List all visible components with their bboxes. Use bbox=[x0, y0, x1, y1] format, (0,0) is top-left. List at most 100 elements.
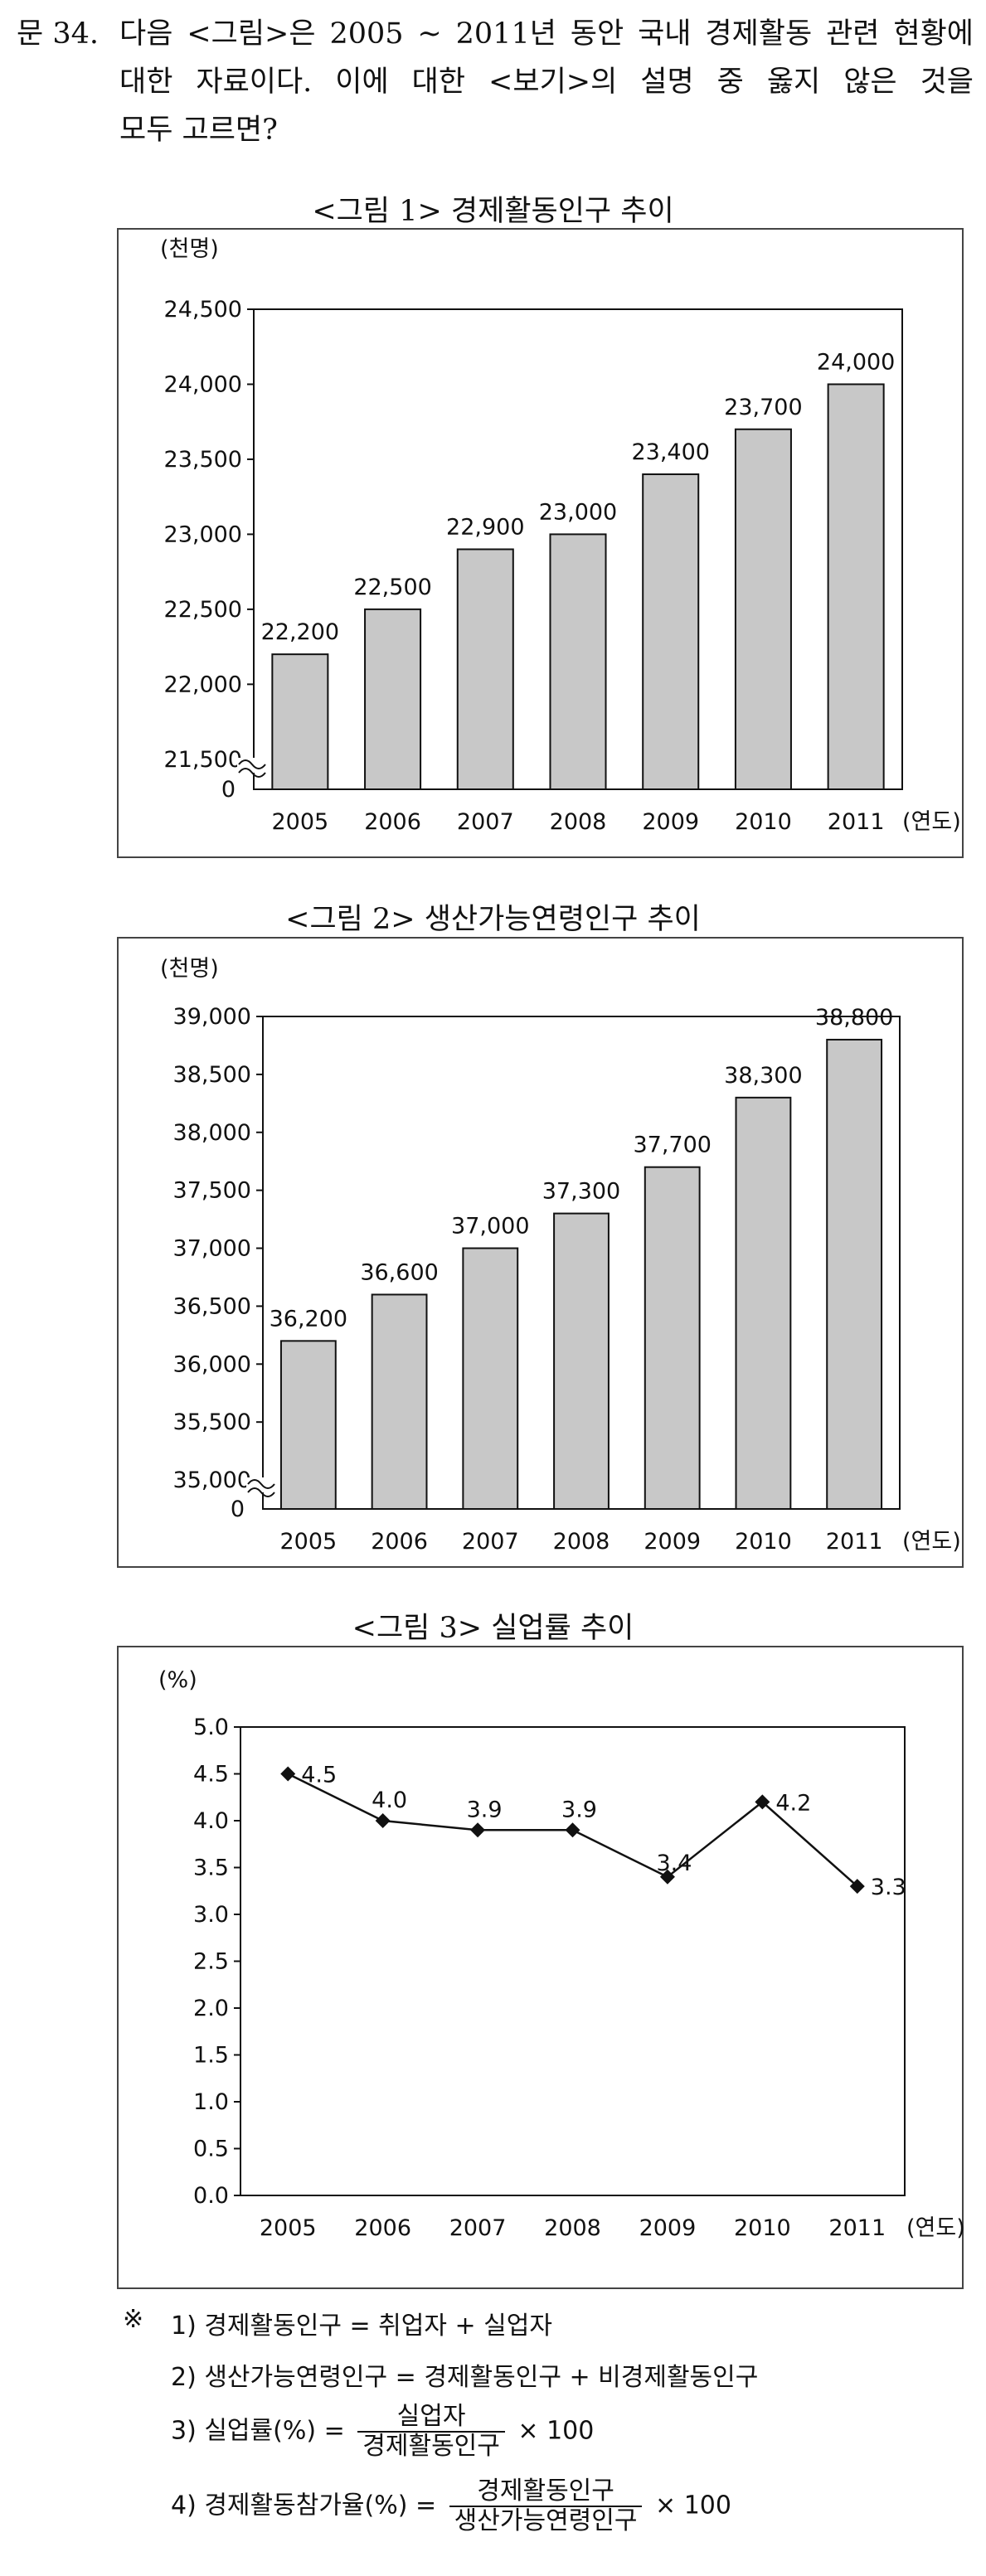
note-4-tail: × 100 bbox=[655, 2491, 731, 2520]
y-tick-label: 0.5 bbox=[193, 2137, 229, 2162]
data-label: 22,900 bbox=[446, 515, 524, 541]
y-tick-label: 1.5 bbox=[193, 2043, 229, 2069]
bar bbox=[549, 533, 607, 790]
data-point bbox=[375, 1813, 391, 1828]
axis-break-mark bbox=[247, 1487, 275, 1497]
data-label: 36,200 bbox=[270, 1306, 347, 1332]
y-tick-label: 23,500 bbox=[164, 447, 242, 473]
y-zero-label: 0 bbox=[231, 1497, 245, 1522]
y-tick-label: 3.5 bbox=[193, 1856, 229, 1881]
y-tick-label: 37,500 bbox=[173, 1178, 251, 1204]
y-tick-label: 39,000 bbox=[173, 1004, 251, 1030]
x-tick-label: 2010 bbox=[734, 2215, 791, 2241]
data-point bbox=[280, 1766, 296, 1782]
bar bbox=[827, 383, 885, 790]
bar bbox=[642, 473, 700, 790]
x-tick-label: 2008 bbox=[544, 2215, 601, 2241]
x-tick-label: 2006 bbox=[371, 1529, 428, 1555]
note-4-denominator: 생산가능연령인구 bbox=[454, 2506, 638, 2535]
figure-1-title: <그림 1> 경제활동인구 추이 bbox=[312, 195, 674, 228]
x-tick-label: 2010 bbox=[735, 809, 792, 835]
data-label: 4.2 bbox=[775, 1790, 811, 1816]
bar bbox=[553, 1212, 610, 1510]
y-axis-unit: (%) bbox=[158, 1667, 197, 1693]
x-tick-label: 2007 bbox=[457, 809, 514, 835]
x-tick-label: 2011 bbox=[828, 809, 885, 835]
data-label: 4.0 bbox=[372, 1788, 407, 1813]
figure-3-chart: (%) 0.0 0.5 1.0 1.5 2.0 2.5 3.0 3.5 4.0 4.5 5.0 2005… bbox=[158, 1667, 965, 2241]
question-number: 문 34. bbox=[17, 17, 99, 51]
y-axis-unit: (천명) bbox=[160, 236, 219, 262]
x-tick-label: 2011 bbox=[826, 1529, 883, 1555]
note-4: 4) 경제활동참가율(%) = 경제활동인구 생산가능연령인구 × 100 bbox=[171, 2477, 731, 2535]
figure-3-title: <그림 3> 실업률 추이 bbox=[352, 1612, 634, 1645]
y-tick-label: 2.5 bbox=[193, 1949, 229, 1975]
data-point bbox=[755, 1794, 770, 1810]
figure-1-box: (천명) 21,500 22,000 22,500 23,000 23,500 24,000… bbox=[117, 228, 964, 858]
data-point bbox=[849, 1879, 865, 1894]
note-3-fraction: 실업자 경제활동인구 bbox=[357, 2403, 505, 2461]
data-label: 38,300 bbox=[724, 1063, 802, 1089]
question-body: 다음 <그림>은 2005 ~ 2011년 동안 국내 경제활동 관련 현황에 … bbox=[119, 10, 974, 154]
data-label: 3.3 bbox=[871, 1875, 906, 1900]
x-tick-label: 2009 bbox=[642, 809, 699, 835]
data-label: 24,000 bbox=[817, 349, 895, 375]
y-tick-label: 38,500 bbox=[173, 1062, 251, 1088]
y-tick-label: 24,500 bbox=[164, 297, 242, 323]
note-1: 1) 경제활동인구 = 취업자 + 실업자 bbox=[171, 2312, 552, 2341]
y-tick-label: 4.5 bbox=[193, 1762, 229, 1788]
y-tick-label: 3.0 bbox=[193, 1902, 229, 1928]
bar bbox=[279, 1340, 337, 1511]
x-axis-unit: (연도) bbox=[906, 2215, 965, 2241]
x-tick-label: 2006 bbox=[354, 2215, 411, 2241]
x-tick-label: 2009 bbox=[644, 1529, 701, 1555]
bar bbox=[462, 1247, 519, 1510]
data-label: 22,200 bbox=[261, 619, 339, 645]
axis-break-mark bbox=[247, 1479, 275, 1489]
note-3: 3) 실업률(%) = 실업자 경제활동인구 × 100 bbox=[171, 2403, 594, 2461]
y-tick-label: 21,500 bbox=[164, 747, 242, 773]
axis-break-mark bbox=[238, 768, 266, 778]
y-tick-label: 0.0 bbox=[193, 2183, 229, 2209]
x-tick-label: 2007 bbox=[449, 2215, 507, 2241]
bar bbox=[456, 548, 514, 790]
question-line-1: 다음 <그림>은 2005 ~ 2011년 동안 국내 경제활동 관련 현황에 bbox=[119, 17, 974, 51]
note-3-numerator: 실업자 bbox=[357, 2403, 505, 2433]
y-tick-label: 23,000 bbox=[164, 522, 242, 547]
data-label: 37,300 bbox=[542, 1179, 620, 1205]
data-label: 3.9 bbox=[467, 1797, 503, 1822]
y-tick-label: 2.0 bbox=[193, 1996, 229, 2021]
y-tick-label: 37,000 bbox=[173, 1236, 251, 1262]
data-point bbox=[565, 1822, 580, 1838]
x-tick-label: 2005 bbox=[279, 1529, 337, 1555]
x-tick-label: 2008 bbox=[553, 1529, 610, 1555]
figure-2-chart: (천명) 35,000 35,500 36,000 36,500 37,000 37,500… bbox=[160, 956, 961, 1555]
data-label: 37,000 bbox=[451, 1214, 529, 1239]
data-label: 38,800 bbox=[815, 1005, 893, 1031]
data-point bbox=[659, 1869, 675, 1885]
y-tick-label: 1.0 bbox=[193, 2089, 229, 2115]
x-tick-label: 2009 bbox=[639, 2215, 697, 2241]
y-tick-label: 36,000 bbox=[173, 1351, 251, 1377]
y-tick-label: 22,500 bbox=[164, 597, 242, 623]
note-4-lhs: 4) 경제활동참가율(%) = bbox=[171, 2491, 437, 2520]
figure-2-box: (천명) 35,000 35,500 36,000 36,500 37,000 37,500… bbox=[117, 937, 964, 1568]
y-tick-label: 36,500 bbox=[173, 1293, 251, 1319]
data-label: 3.9 bbox=[561, 1797, 597, 1822]
question-line-3: 모두 고르면? bbox=[119, 114, 278, 147]
y-tick-label: 24,000 bbox=[164, 371, 242, 397]
bar bbox=[271, 653, 329, 790]
y-tick-label: 5.0 bbox=[193, 1715, 229, 1740]
bar bbox=[734, 428, 792, 790]
bar bbox=[364, 608, 422, 790]
x-tick-label: 2007 bbox=[462, 1529, 519, 1555]
note-3-lhs: 3) 실업률(%) = bbox=[171, 2416, 345, 2446]
y-tick-label: 4.0 bbox=[193, 1808, 229, 1834]
data-label: 37,700 bbox=[633, 1133, 711, 1158]
note-2: 2) 생산가능연령인구 = 경제활동인구 + 비경제활동인구 bbox=[171, 2363, 759, 2392]
data-label: 23,000 bbox=[539, 499, 617, 525]
data-label: 36,600 bbox=[360, 1259, 438, 1285]
y-tick-label: 22,000 bbox=[164, 672, 242, 697]
bar bbox=[826, 1038, 883, 1510]
x-axis-unit: (연도) bbox=[902, 809, 961, 835]
